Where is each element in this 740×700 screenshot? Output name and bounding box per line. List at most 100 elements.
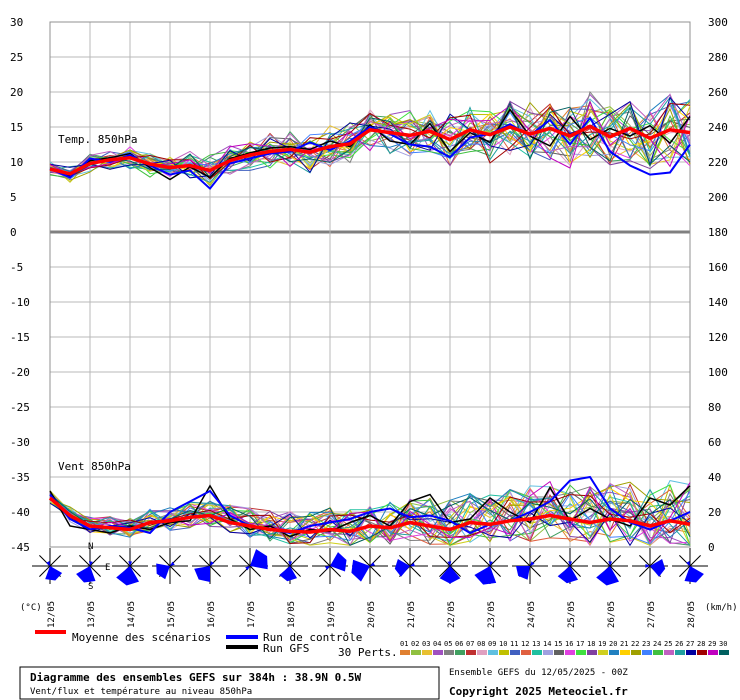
- temp-panel-label: Temp. 850hPa: [58, 133, 137, 146]
- main-series: [48, 108, 691, 538]
- pert-swatch: [609, 650, 619, 655]
- pert-number: 07: [466, 640, 474, 648]
- y-left-tick: 10: [10, 156, 23, 169]
- wind-rose: [112, 548, 148, 586]
- wind-rose: [72, 548, 108, 584]
- pert-number: 15: [554, 640, 562, 648]
- y-left-tick: -5: [10, 261, 23, 274]
- y-right-tick: 240: [708, 121, 728, 134]
- x-tick: 28/05: [687, 601, 697, 628]
- wind-rose: [32, 548, 68, 584]
- copyright: Copyright 2025 Meteociel.fr: [449, 685, 628, 698]
- pert-number: 26: [675, 640, 683, 648]
- x-tick: 18/05: [287, 601, 297, 628]
- pert-number: 02: [411, 640, 419, 648]
- compass-e: E: [105, 563, 110, 573]
- pert-swatch: [510, 650, 520, 655]
- y-left-tick: 5: [10, 191, 17, 204]
- y-left-tick: 0: [10, 226, 17, 239]
- y-left-tick: 25: [10, 51, 23, 64]
- pert-swatch: [411, 650, 421, 655]
- pert-number: 24: [653, 640, 661, 648]
- chart-subtitle: Vent/flux et température au niveau 850hP…: [30, 686, 252, 697]
- y-left-unit: (°C): [20, 603, 42, 613]
- x-tick: 19/05: [327, 601, 337, 628]
- pert-swatch: [521, 650, 531, 655]
- wind-mean-line: [48, 496, 691, 534]
- wind-rose: [432, 548, 468, 584]
- y-right-tick: 300: [708, 16, 728, 29]
- legend: Moyenne des scénarios Run de contrôle Ru…: [35, 630, 729, 659]
- pert-number: 29: [708, 640, 716, 648]
- y-left-tick: -20: [10, 366, 30, 379]
- pert-number: 06: [455, 640, 463, 648]
- y-right-tick: 120: [708, 331, 728, 344]
- pert-swatch: [565, 650, 575, 655]
- temp-pert-line: [49, 98, 691, 182]
- pert-number: 13: [532, 640, 540, 648]
- y-right-tick: 140: [708, 296, 728, 309]
- wind-rose: [392, 548, 428, 584]
- wind-rose: [192, 548, 228, 584]
- plot-frame: [49, 21, 691, 548]
- y-right-tick: 20: [708, 506, 721, 519]
- y-right-tick: 200: [708, 191, 728, 204]
- y-left-tick: -40: [10, 506, 30, 519]
- compass-n: N: [88, 542, 93, 552]
- temp-mean-line: [49, 124, 691, 176]
- wind-control-line: [49, 475, 691, 535]
- pert-swatch: [708, 650, 718, 655]
- pert-swatch: [697, 650, 707, 655]
- pert-swatch: [433, 650, 443, 655]
- wind-rose: [552, 548, 588, 584]
- pert-swatch: [631, 650, 641, 655]
- wind-panel-label: Vent 850hPa: [58, 460, 131, 473]
- legend-gfs-label: Run GFS: [263, 642, 309, 655]
- wind-pert-line: [49, 486, 691, 546]
- y-right-tick: 160: [708, 261, 728, 274]
- legend-control-label: Run de contrôle: [263, 631, 362, 644]
- pert-number: 28: [697, 640, 705, 648]
- wind-rose: [272, 548, 308, 584]
- x-tick: 23/05: [487, 601, 497, 628]
- pert-number: 17: [576, 640, 584, 648]
- pert-swatch: [620, 650, 630, 655]
- pert-number: 03: [422, 640, 430, 648]
- y-right-tick: 40: [708, 471, 721, 484]
- y-left-tick: -10: [10, 296, 30, 309]
- legend-mean-label: Moyenne des scénarios: [72, 631, 211, 644]
- pert-number: 05: [444, 640, 452, 648]
- y-right-tick: 260: [708, 86, 728, 99]
- pert-number: 04: [433, 640, 441, 648]
- pert-swatch: [532, 650, 542, 655]
- compass-s: S: [88, 582, 93, 592]
- y-left-tick: 30: [10, 16, 23, 29]
- wind-rose-row: [32, 548, 708, 586]
- pert-swatch: [675, 650, 685, 655]
- chart-title: Diagramme des ensembles GEFS sur 384h : …: [30, 671, 362, 684]
- y-right-tick: 0: [708, 541, 715, 554]
- pert-swatch: [444, 650, 454, 655]
- pert-number: 09: [488, 640, 496, 648]
- y-right-tick: 220: [708, 156, 728, 169]
- pert-swatch: [477, 650, 487, 655]
- run-info: Ensemble GEFS du 12/05/2025 - 00Z: [449, 668, 628, 678]
- x-tick: 25/05: [567, 601, 577, 628]
- x-tick: 14/05: [127, 601, 137, 628]
- pert-swatch: [499, 650, 509, 655]
- y-right-tick: 180: [708, 226, 728, 239]
- y-left-tick: -45: [10, 541, 30, 554]
- y-right-tick: 60: [708, 436, 721, 449]
- pert-number: 14: [543, 640, 551, 648]
- pert-swatch: [543, 650, 553, 655]
- pert-swatch: [455, 650, 465, 655]
- x-tick: 13/05: [87, 601, 97, 628]
- pert-number: 01: [400, 640, 408, 648]
- pert-number: 25: [664, 640, 672, 648]
- pert-swatch: [576, 650, 586, 655]
- temp-gfs-line: [49, 108, 691, 181]
- wind-rose: [351, 548, 388, 584]
- pert-number: 20: [609, 640, 617, 648]
- pert-swatch: [587, 650, 597, 655]
